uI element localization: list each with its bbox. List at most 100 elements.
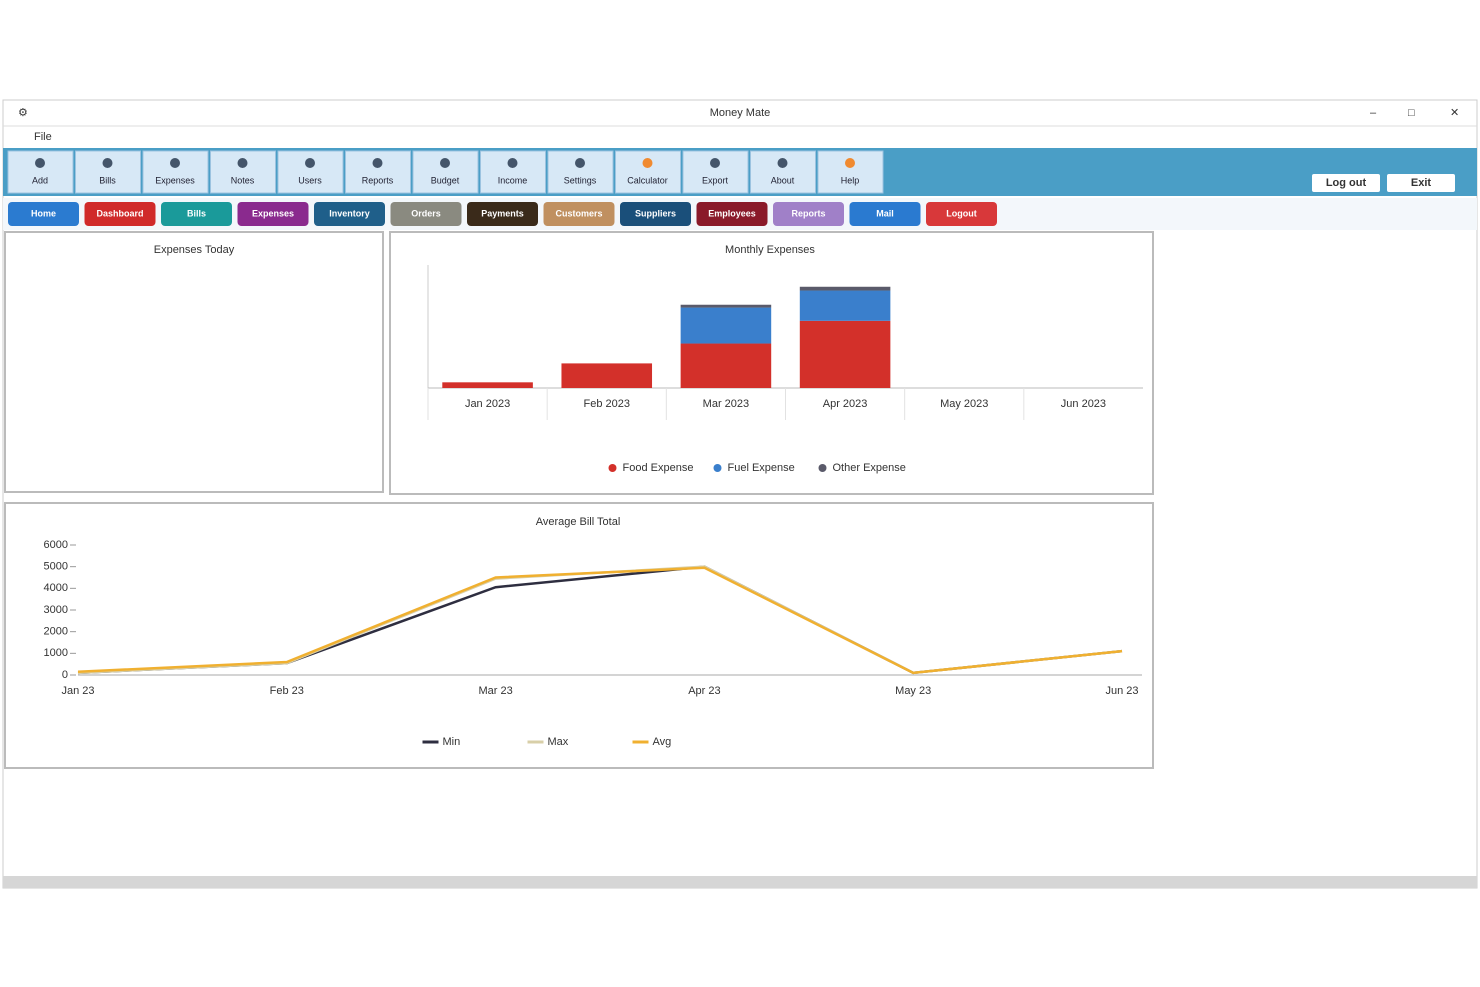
app-icon: ⚙ <box>18 107 28 119</box>
toolbar-button[interactable]: Calculator <box>615 150 681 194</box>
button-face <box>750 150 816 194</box>
y-tick-label: 3000 <box>44 604 68 616</box>
x-tick-label: Jan 23 <box>61 685 94 697</box>
toolbar-button[interactable]: Settings <box>547 150 614 194</box>
button-icon <box>372 158 383 168</box>
bar-segment <box>561 363 653 388</box>
button-label: Reports <box>362 175 394 185</box>
tab-face <box>390 202 462 226</box>
y-tick-label: 6000 <box>44 539 68 551</box>
window-title: Money Mate <box>710 107 771 119</box>
x-tick-label: Mar 23 <box>478 685 512 697</box>
toolbar-button[interactable]: Budget <box>412 150 479 194</box>
toolbar-button[interactable]: About <box>750 150 816 194</box>
toolbar-button[interactable]: Add <box>7 150 74 194</box>
button-face <box>142 150 209 194</box>
tab[interactable]: Reports <box>773 202 844 226</box>
button-icon <box>642 158 653 168</box>
action-button[interactable] <box>1312 174 1380 192</box>
x-tick-label: Apr 23 <box>688 685 720 697</box>
panel <box>389 231 1154 495</box>
button-face <box>277 150 344 194</box>
button-icon <box>845 158 855 168</box>
tab-label: Inventory <box>329 208 370 218</box>
button-icon <box>440 158 450 168</box>
x-tick-label: May 2023 <box>940 398 988 410</box>
tab-face <box>620 202 691 226</box>
toolbar-button[interactable]: Bills <box>75 150 141 194</box>
toolbar-button[interactable]: Income <box>480 150 546 194</box>
tab-face <box>696 202 768 226</box>
button-label: Income <box>498 175 528 185</box>
tab-label: Home <box>31 208 56 218</box>
tab[interactable]: Dashboard <box>84 202 156 226</box>
tab[interactable]: Expenses <box>237 202 309 226</box>
tab-face <box>161 202 232 226</box>
legend-label: Food Expense <box>623 462 694 474</box>
button-icon <box>305 158 315 168</box>
legend-label: Avg <box>653 736 672 748</box>
tab[interactable]: Inventory <box>314 202 385 226</box>
tab[interactable]: Payments <box>467 202 538 226</box>
tab[interactable]: Employees <box>696 202 768 226</box>
tab-face <box>237 202 309 226</box>
x-tick-label: Jan 2023 <box>465 398 510 410</box>
button-face <box>345 150 411 194</box>
tab-label: Employees <box>708 208 756 218</box>
tab-label: Orders <box>411 208 441 218</box>
button-icon <box>777 158 788 168</box>
button-label: Settings <box>564 175 597 185</box>
button-face <box>7 150 74 194</box>
button-icon <box>575 158 585 168</box>
legend-swatch <box>713 464 722 472</box>
button-label: Export <box>702 175 729 185</box>
tab-face <box>8 202 79 226</box>
button-face <box>682 150 749 194</box>
button-icon <box>170 158 180 168</box>
tab[interactable]: Bills <box>161 202 232 226</box>
bar-segment <box>442 382 533 388</box>
tab-face <box>849 202 921 226</box>
panel-title: Expenses Today <box>154 244 235 256</box>
x-tick-label: Feb 2023 <box>584 398 630 410</box>
tab-label: Suppliers <box>635 208 676 218</box>
y-tick-label: 2000 <box>44 626 68 638</box>
action-button[interactable] <box>1387 174 1455 192</box>
tab[interactable]: Orders <box>390 202 462 226</box>
tab-face <box>926 202 997 226</box>
toolbar-button[interactable]: Reports <box>345 150 411 194</box>
x-tick-label: Mar 2023 <box>703 398 749 410</box>
tab-label: Mail <box>876 208 894 218</box>
tab[interactable]: Mail <box>849 202 921 226</box>
x-tick-label: Feb 23 <box>270 685 304 697</box>
tab-label: Reports <box>791 208 825 218</box>
bar-segment <box>680 343 772 388</box>
tab[interactable]: Home <box>8 202 79 226</box>
button-face <box>615 150 681 194</box>
maximize[interactable]: □ <box>1408 107 1415 119</box>
button-face <box>412 150 479 194</box>
toolbar-button[interactable]: Export <box>682 150 749 194</box>
tab-label: Logout <box>946 208 977 218</box>
button-label: Budget <box>431 175 460 185</box>
tab[interactable]: Suppliers <box>620 202 691 226</box>
close[interactable]: ✕ <box>1450 107 1459 119</box>
chart-title: Monthly Expenses <box>725 244 815 256</box>
y-tick-label: 1000 <box>44 647 68 659</box>
tab[interactable]: Logout <box>926 202 997 226</box>
button-label: Help <box>841 175 860 185</box>
tab[interactable]: Customers <box>543 202 615 226</box>
bar-segment <box>680 307 772 344</box>
minimize[interactable]: – <box>1370 107 1377 119</box>
toolbar-button[interactable]: Notes <box>210 150 276 194</box>
series-line <box>77 566 1123 675</box>
button-label: Bills <box>99 175 116 185</box>
toolbar-button[interactable]: Expenses <box>142 150 209 194</box>
menu-item[interactable]: File <box>34 131 52 143</box>
button-label: Calculator <box>627 175 668 185</box>
toolbar-button[interactable]: Users <box>277 150 344 194</box>
chart-title: Average Bill Total <box>536 516 621 528</box>
legend-label: Max <box>548 736 569 748</box>
button-icon <box>102 158 113 168</box>
toolbar-button[interactable]: Help <box>817 150 884 194</box>
